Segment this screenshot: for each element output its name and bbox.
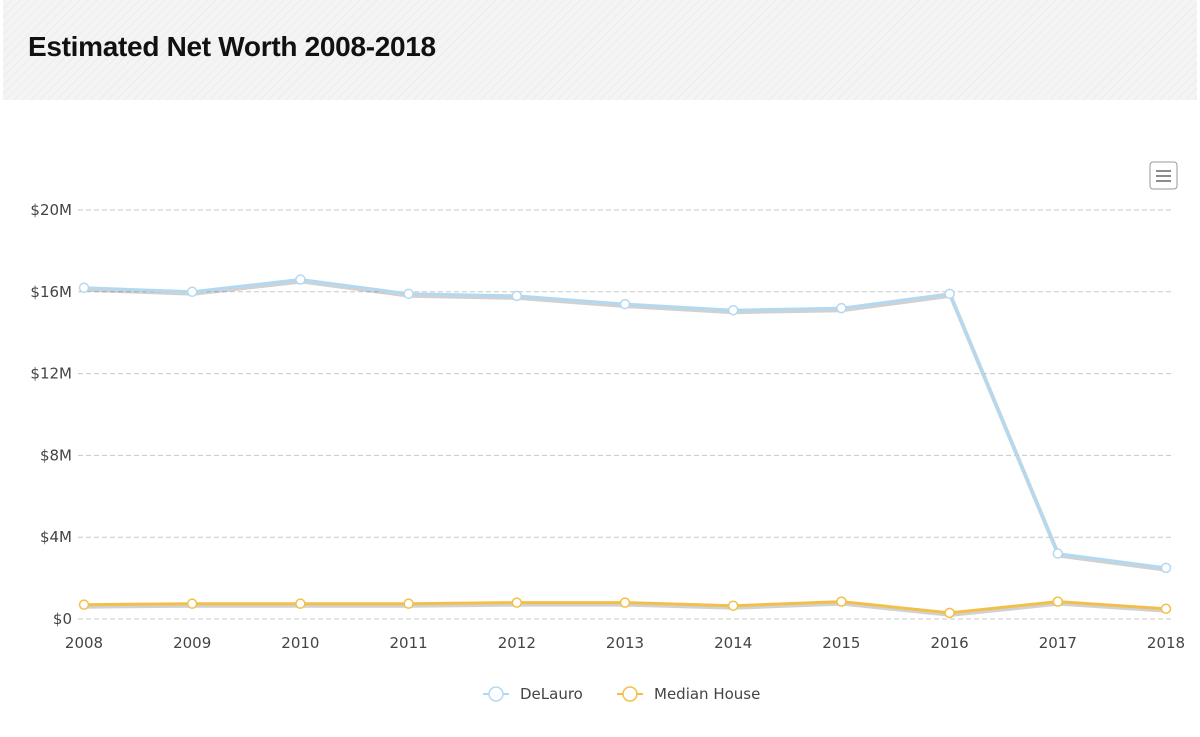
chart-title: Estimated Net Worth 2008-2018 <box>28 31 436 62</box>
data-point <box>511 597 523 608</box>
data-point <box>727 600 739 611</box>
legend[interactable]: DeLauro Median House <box>483 685 760 703</box>
legend-marker <box>622 686 638 702</box>
data-point <box>78 599 90 610</box>
data-point <box>1160 562 1172 574</box>
x-tick-label: 2009 <box>173 634 211 652</box>
data-point <box>1052 596 1064 607</box>
series-line <box>83 278 1167 570</box>
x-tick-label: 2011 <box>390 634 428 652</box>
x-tick-label: 2018 <box>1147 634 1185 652</box>
legend-marker <box>488 686 504 702</box>
data-point <box>1160 603 1172 615</box>
x-axis: 2008 2009 2010 2011 2012 2013 2014 2015 2016 2017… <box>65 634 1185 652</box>
x-tick-label: 2012 <box>498 634 536 652</box>
y-tick-label: $4M <box>40 528 72 546</box>
y-axis: $0 $4M $8M $12M $16M $20M <box>30 201 72 628</box>
grid-lines <box>78 209 1172 620</box>
legend-item[interactable]: DeLauro <box>483 685 583 703</box>
data-point <box>619 597 631 608</box>
data-point <box>295 598 306 609</box>
chart-header: Estimated Net Worth 2008-2018 <box>3 0 1197 100</box>
data-point <box>511 290 523 302</box>
data-point <box>78 282 90 293</box>
hamburger-menu-icon[interactable] <box>1149 161 1178 190</box>
y-tick-label: $0 <box>53 610 72 628</box>
data-point <box>186 598 198 609</box>
data-point <box>944 607 955 619</box>
data-point <box>836 596 847 607</box>
data-point <box>944 288 955 300</box>
series-group <box>78 274 1172 619</box>
y-tick-label: $8M <box>40 446 72 464</box>
x-tick-label: 2016 <box>931 634 969 652</box>
data-point <box>1052 548 1064 559</box>
x-tick-label: 2013 <box>606 634 644 652</box>
x-tick-label: 2017 <box>1039 634 1077 652</box>
data-point <box>727 304 739 316</box>
legend-label: Median House <box>654 685 760 703</box>
legend-label: DeLauro <box>520 685 583 703</box>
data-point <box>403 288 414 300</box>
x-tick-label: 2014 <box>714 634 752 652</box>
data-point <box>836 302 847 314</box>
x-tick-label: 2008 <box>65 634 103 652</box>
x-tick-label: 2015 <box>822 634 860 652</box>
data-point <box>619 298 631 310</box>
legend-item[interactable]: Median House <box>617 685 760 703</box>
y-tick-label: $12M <box>30 365 72 383</box>
y-tick-label: $20M <box>30 201 72 219</box>
x-tick-label: 2010 <box>281 634 319 652</box>
data-point <box>403 598 414 609</box>
y-tick-label: $16M <box>30 283 72 301</box>
data-point <box>295 274 306 285</box>
data-point <box>186 286 198 298</box>
